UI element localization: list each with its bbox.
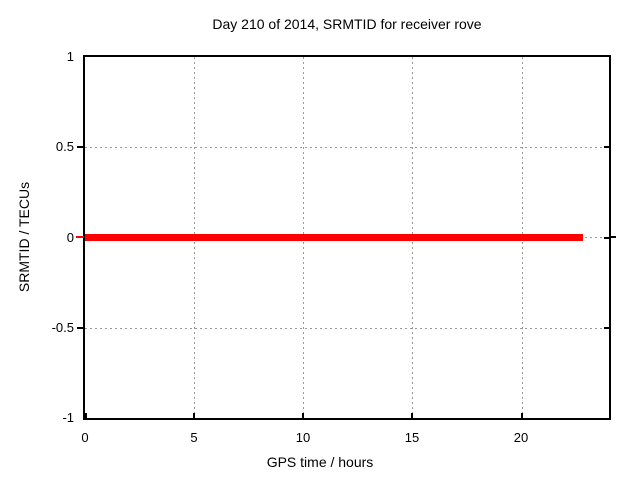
y-tick-right-0 (604, 237, 609, 239)
x-tick-label-20: 20 (513, 430, 529, 445)
data-line-srmtid (85, 234, 583, 241)
y-tick-label-0.5: 0.5 (55, 139, 74, 154)
y-tick-left-0.5 (77, 146, 83, 148)
y-tick-label-1: 1 (66, 49, 74, 64)
gridline-y-0.5 (85, 147, 609, 148)
y-tick-label-0: 0 (66, 230, 74, 245)
y-tick-label--0.5: -0.5 (51, 320, 74, 335)
x-tick-5 (193, 413, 195, 418)
chart-title: Day 210 of 2014, SRMTID for receiver rov… (212, 16, 482, 32)
plot-area (83, 55, 611, 420)
y-tick-right-0-outer (611, 236, 616, 238)
x-axis-label: GPS time / hours (266, 454, 374, 470)
x-tick-20 (521, 413, 523, 418)
y-tick-left-0-red (76, 236, 84, 238)
x-tick-label-0: 0 (81, 430, 89, 445)
x-tick-label-5: 5 (190, 430, 198, 445)
x-tick-10 (302, 413, 304, 418)
x-tick-label-15: 15 (404, 430, 420, 445)
y-tick-left--0.5 (77, 327, 83, 329)
x-tick-15 (411, 413, 413, 418)
gridline-y--0.5 (85, 328, 609, 329)
y-tick-label--1: -1 (62, 410, 74, 425)
y-tick-right-0.5 (604, 146, 609, 148)
x-tick-0 (85, 413, 87, 418)
x-tick-label-10: 10 (295, 430, 311, 445)
y-tick-right--0.5 (604, 327, 609, 329)
